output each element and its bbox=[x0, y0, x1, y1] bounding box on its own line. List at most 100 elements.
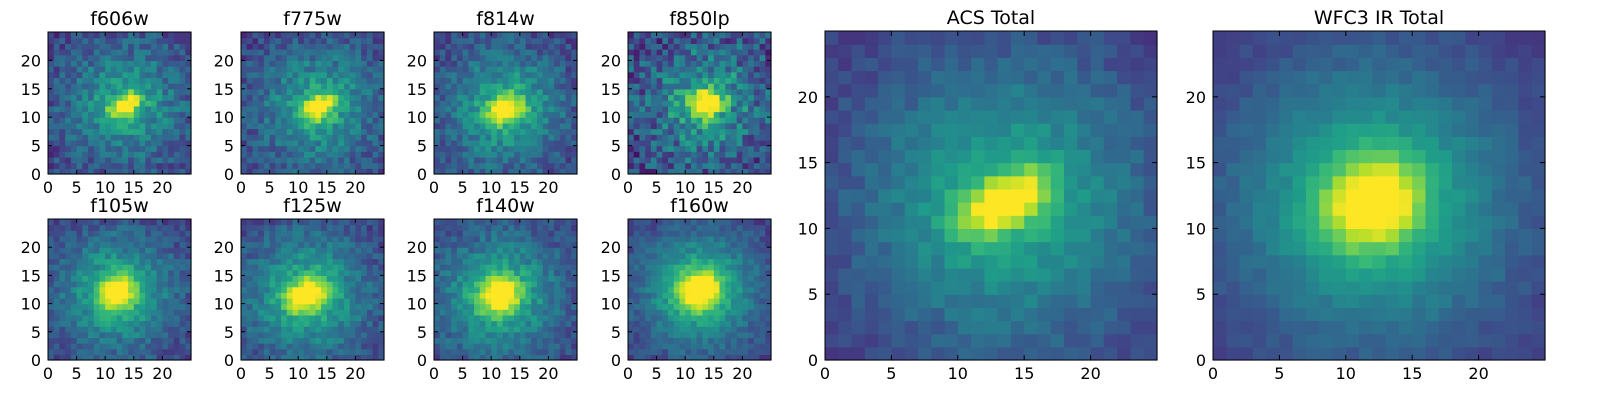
heatmap-cell bbox=[292, 219, 299, 226]
heatmap-cell bbox=[696, 37, 703, 44]
heatmap-cell bbox=[241, 105, 248, 113]
heatmap-cell bbox=[439, 354, 447, 361]
heatmap-cell bbox=[133, 275, 141, 282]
heatmap-cell bbox=[525, 156, 532, 164]
heatmap-cell bbox=[246, 230, 254, 237]
heatmap-cell bbox=[702, 309, 709, 316]
heatmap-cell bbox=[263, 94, 271, 101]
heatmap-cell bbox=[719, 297, 726, 305]
heatmap-cell bbox=[168, 281, 175, 288]
heatmap-cell bbox=[145, 60, 152, 67]
heatmap-cell bbox=[76, 111, 83, 118]
heatmap-cell bbox=[742, 134, 749, 141]
heatmap-cell bbox=[133, 309, 141, 316]
heatmap-cell bbox=[326, 224, 334, 231]
heatmap-cell bbox=[258, 111, 265, 118]
heatmap-cell bbox=[241, 252, 248, 260]
heatmap-cell bbox=[445, 303, 452, 310]
heatmap-cell bbox=[708, 134, 715, 141]
heatmap-cell bbox=[502, 156, 509, 164]
heatmap-cell bbox=[679, 71, 686, 79]
heatmap-cell bbox=[434, 297, 441, 305]
heatmap-cell bbox=[162, 331, 169, 339]
heatmap-cell bbox=[110, 264, 118, 271]
heatmap-cell bbox=[303, 88, 311, 96]
heatmap-cell bbox=[542, 241, 549, 248]
heatmap-cell bbox=[742, 77, 749, 84]
panel-title: f850lp bbox=[669, 8, 729, 30]
heatmap-cell bbox=[690, 162, 698, 169]
panel-title: f606w bbox=[90, 8, 149, 30]
heatmap-cell bbox=[508, 139, 515, 147]
heatmap-cell bbox=[105, 292, 112, 299]
heatmap-cell bbox=[70, 235, 78, 243]
heatmap-cell bbox=[70, 105, 78, 113]
heatmap-cell bbox=[65, 241, 72, 248]
heatmap-cell bbox=[479, 139, 487, 147]
heatmap-cell bbox=[321, 94, 328, 101]
heatmap-cell bbox=[696, 320, 703, 327]
heatmap-cell bbox=[502, 151, 509, 158]
heatmap-cell bbox=[252, 292, 259, 299]
heatmap-cell bbox=[361, 326, 368, 333]
heatmap-cell bbox=[59, 88, 66, 96]
heatmap-cell bbox=[110, 252, 118, 260]
heatmap-cell bbox=[451, 275, 458, 282]
heatmap-cell bbox=[82, 88, 89, 96]
heatmap-cell bbox=[116, 134, 123, 141]
heatmap-cell bbox=[439, 134, 447, 141]
heatmap-cell bbox=[133, 168, 141, 175]
heatmap-cell bbox=[639, 320, 646, 327]
heatmap-cell bbox=[571, 139, 578, 147]
heatmap-cell bbox=[378, 297, 385, 305]
heatmap-cell bbox=[456, 151, 464, 158]
heatmap-cell bbox=[633, 326, 641, 333]
heatmap-cell bbox=[742, 348, 749, 355]
heatmap-cell bbox=[168, 337, 175, 344]
heatmap-cell bbox=[445, 60, 452, 67]
axes-frame bbox=[433, 31, 578, 175]
y-tick-label: 5 bbox=[224, 323, 234, 342]
heatmap-cell bbox=[139, 94, 146, 101]
heatmap-cell bbox=[633, 354, 641, 361]
heatmap-cell bbox=[571, 224, 578, 231]
heatmap-cell bbox=[650, 354, 658, 361]
heatmap-cell bbox=[53, 314, 61, 322]
heatmap-cell bbox=[514, 162, 521, 169]
heatmap-cell bbox=[286, 100, 294, 107]
heatmap-cell bbox=[275, 303, 282, 310]
heatmap-cell bbox=[639, 128, 646, 135]
heatmap-cell bbox=[548, 297, 555, 305]
heatmap-cell bbox=[343, 156, 351, 164]
heatmap-cell bbox=[122, 320, 129, 327]
heatmap-cell bbox=[502, 66, 509, 73]
heatmap-cell bbox=[321, 71, 328, 79]
heatmap-cell bbox=[286, 111, 294, 118]
heatmap-cell bbox=[168, 331, 175, 339]
heatmap-cell bbox=[548, 343, 555, 350]
heatmap-cell bbox=[531, 100, 538, 107]
heatmap-cell bbox=[150, 66, 158, 73]
heatmap-cell bbox=[679, 32, 686, 39]
heatmap-cell bbox=[372, 281, 379, 288]
heatmap-cell bbox=[662, 286, 669, 293]
heatmap-cell bbox=[332, 286, 339, 293]
heatmap-cell bbox=[53, 292, 61, 299]
heatmap-cell bbox=[185, 252, 192, 260]
heatmap-cell bbox=[502, 348, 509, 355]
heatmap-cell bbox=[179, 252, 186, 260]
heatmap-cell bbox=[269, 54, 276, 61]
heatmap-cell bbox=[110, 145, 118, 152]
heatmap-cell bbox=[185, 320, 192, 327]
heatmap-cell bbox=[321, 151, 328, 158]
heatmap-cell bbox=[349, 297, 356, 305]
heatmap-cell bbox=[303, 252, 311, 260]
heatmap-cell bbox=[656, 156, 663, 164]
heatmap-cell bbox=[519, 134, 527, 141]
heatmap-cell bbox=[179, 281, 186, 288]
heatmap-cell bbox=[105, 303, 112, 310]
heatmap-cell bbox=[116, 66, 123, 73]
heatmap-cell bbox=[690, 32, 698, 39]
heatmap-cell bbox=[361, 77, 368, 84]
heatmap-cell bbox=[59, 275, 66, 282]
